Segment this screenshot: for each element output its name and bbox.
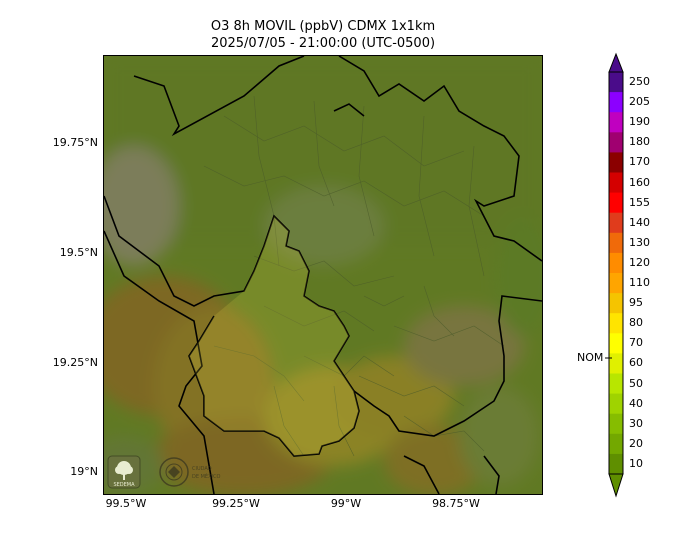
cdmx-area <box>189 216 359 456</box>
lon-label-99-5: 99.5°W <box>105 497 147 510</box>
lat-label-19-25: 19.25°N <box>52 356 98 369</box>
colorbar-tick-label: 80 <box>629 316 643 330</box>
colorbar-bin <box>609 232 623 254</box>
colorbar-tick-label: 50 <box>629 376 643 390</box>
colorbar-bin <box>609 373 623 395</box>
colorbar-tick-label: 170 <box>629 155 650 169</box>
colorbar-bin <box>609 433 623 455</box>
svg-text:CIUDAD: CIUDAD <box>192 466 212 472</box>
colorbar-bin <box>609 293 623 314</box>
colorbar-tick-label: 70 <box>629 336 643 350</box>
lon-label-99-25: 99.25°W <box>212 497 260 510</box>
colorbar-tick-label: 205 <box>629 95 650 109</box>
municipal-boundaries <box>203 95 505 457</box>
ciudad-de-mexico-seal-icon <box>159 457 189 487</box>
colorbar-bin <box>609 313 623 334</box>
colorbar-tick-label: 140 <box>629 215 650 229</box>
colorbar-extend-min <box>608 473 624 498</box>
map-timestamp: 2025/07/05 - 21:00:00 (UTC-0500) <box>210 36 436 51</box>
colorbar-tick-label: 130 <box>629 235 650 249</box>
colorbar <box>608 52 624 498</box>
colorbar-tick-label: 60 <box>629 356 643 370</box>
colorbar-bin <box>609 92 623 113</box>
o3-map: SEDEMA CIUDAD DE MÉXICO <box>104 56 542 494</box>
lon-label-98-75: 98.75°W <box>432 497 480 510</box>
colorbar-bin <box>609 453 623 475</box>
colorbar-extend-max <box>608 52 624 73</box>
sedema-tree-icon <box>115 461 133 480</box>
svg-text:DE MÉXICO: DE MÉXICO <box>192 472 220 480</box>
colorbar-tick-label: 10 <box>629 456 643 470</box>
lat-label-19-5: 19.5°N <box>59 246 98 259</box>
colorbar-bin <box>609 72 623 93</box>
colorbar-bin <box>609 212 623 234</box>
ciudad-de-mexico-logo: CIUDAD DE MÉXICO <box>159 457 220 487</box>
colorbar-bin <box>609 273 623 294</box>
sedema-logo: SEDEMA <box>107 455 141 489</box>
lat-label-19-75: 19.75°N <box>52 136 98 149</box>
colorbar-tick-label: 190 <box>629 115 650 129</box>
colorbar-bin <box>609 192 623 214</box>
nom-marker <box>605 357 612 359</box>
state-boundaries <box>104 56 542 494</box>
colorbar-bin <box>609 333 623 354</box>
colorbar-bin <box>609 112 623 133</box>
colorbar-tick-label: 95 <box>629 296 643 310</box>
colorbar-bin <box>609 353 623 374</box>
colorbar-tick-label: 180 <box>629 135 650 149</box>
lon-label-99: 99°W <box>330 497 362 510</box>
colorbar-tick-label: 30 <box>629 416 643 430</box>
colorbar-bin <box>609 413 623 435</box>
colorbar-bin <box>609 172 623 194</box>
colorbar-bin <box>609 152 623 173</box>
colorbar-tick-label: 250 <box>629 75 650 89</box>
colorbar-tick-label: 155 <box>629 195 650 209</box>
colorbar-tick-label: 20 <box>629 436 643 450</box>
nom-label: NOM <box>577 351 604 364</box>
lat-label-19: 19°N <box>70 465 98 478</box>
svg-text:SEDEMA: SEDEMA <box>113 482 135 488</box>
colorbar-tick-label: 40 <box>629 396 643 410</box>
colorbar-tick-label: 110 <box>629 276 650 290</box>
map-title: O3 8h MOVIL (ppbV) CDMX 1x1km <box>210 19 436 34</box>
map-panel[interactable]: SEDEMA CIUDAD DE MÉXICO <box>103 55 543 495</box>
colorbar-bin <box>609 132 623 153</box>
colorbar-bin <box>609 393 623 415</box>
colorbar-tick-label: 120 <box>629 255 650 269</box>
colorbar-tick-label: 160 <box>629 175 650 189</box>
colorbar-bin <box>609 252 623 274</box>
